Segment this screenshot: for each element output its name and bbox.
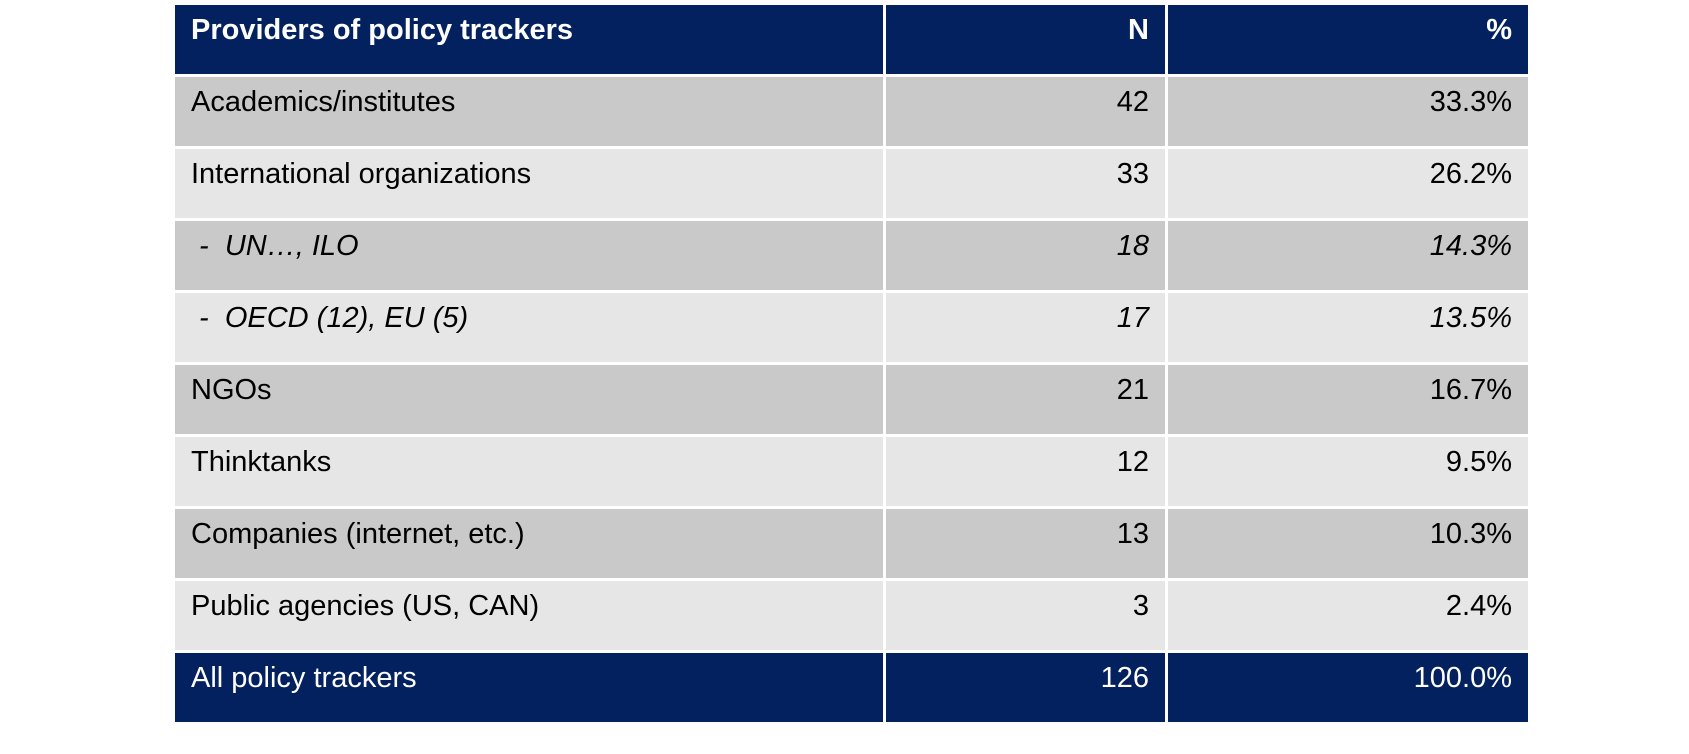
row-label: - OECD (12), EU (5) [175, 293, 883, 362]
row-pct: 33.3% [1168, 77, 1528, 146]
row-pct: 2.4% [1168, 581, 1528, 650]
row-n: 13 [886, 509, 1165, 578]
row-n: 17 [886, 293, 1165, 362]
table-row: - UN…, ILO 18 14.3% [175, 221, 1528, 290]
row-label: NGOs [175, 365, 883, 434]
table-row: Companies (internet, etc.) 13 10.3% [175, 509, 1528, 578]
row-label: Public agencies (US, CAN) [175, 581, 883, 650]
row-label: Academics/institutes [175, 77, 883, 146]
row-label: Companies (internet, etc.) [175, 509, 883, 578]
row-label: International organizations [175, 149, 883, 218]
row-n: 3 [886, 581, 1165, 650]
row-n: 42 [886, 77, 1165, 146]
row-pct: 10.3% [1168, 509, 1528, 578]
policy-trackers-table: Providers of policy trackers N % Academi… [172, 2, 1531, 725]
header-provider: Providers of policy trackers [175, 5, 883, 74]
table-row: Academics/institutes 42 33.3% [175, 77, 1528, 146]
table-header-row: Providers of policy trackers N % [175, 5, 1528, 74]
total-label: All policy trackers [175, 653, 883, 722]
table-row: Thinktanks 12 9.5% [175, 437, 1528, 506]
row-label: - UN…, ILO [175, 221, 883, 290]
row-pct: 16.7% [1168, 365, 1528, 434]
table-row: NGOs 21 16.7% [175, 365, 1528, 434]
total-pct: 100.0% [1168, 653, 1528, 722]
row-label: Thinktanks [175, 437, 883, 506]
row-pct: 26.2% [1168, 149, 1528, 218]
row-n: 12 [886, 437, 1165, 506]
table-row: International organizations 33 26.2% [175, 149, 1528, 218]
row-pct: 14.3% [1168, 221, 1528, 290]
row-pct: 9.5% [1168, 437, 1528, 506]
row-n: 21 [886, 365, 1165, 434]
total-n: 126 [886, 653, 1165, 722]
table-total-row: All policy trackers 126 100.0% [175, 653, 1528, 722]
header-n: N [886, 5, 1165, 74]
row-pct: 13.5% [1168, 293, 1528, 362]
row-n: 18 [886, 221, 1165, 290]
row-n: 33 [886, 149, 1165, 218]
table-row: Public agencies (US, CAN) 3 2.4% [175, 581, 1528, 650]
header-pct: % [1168, 5, 1528, 74]
table-row: - OECD (12), EU (5) 17 13.5% [175, 293, 1528, 362]
